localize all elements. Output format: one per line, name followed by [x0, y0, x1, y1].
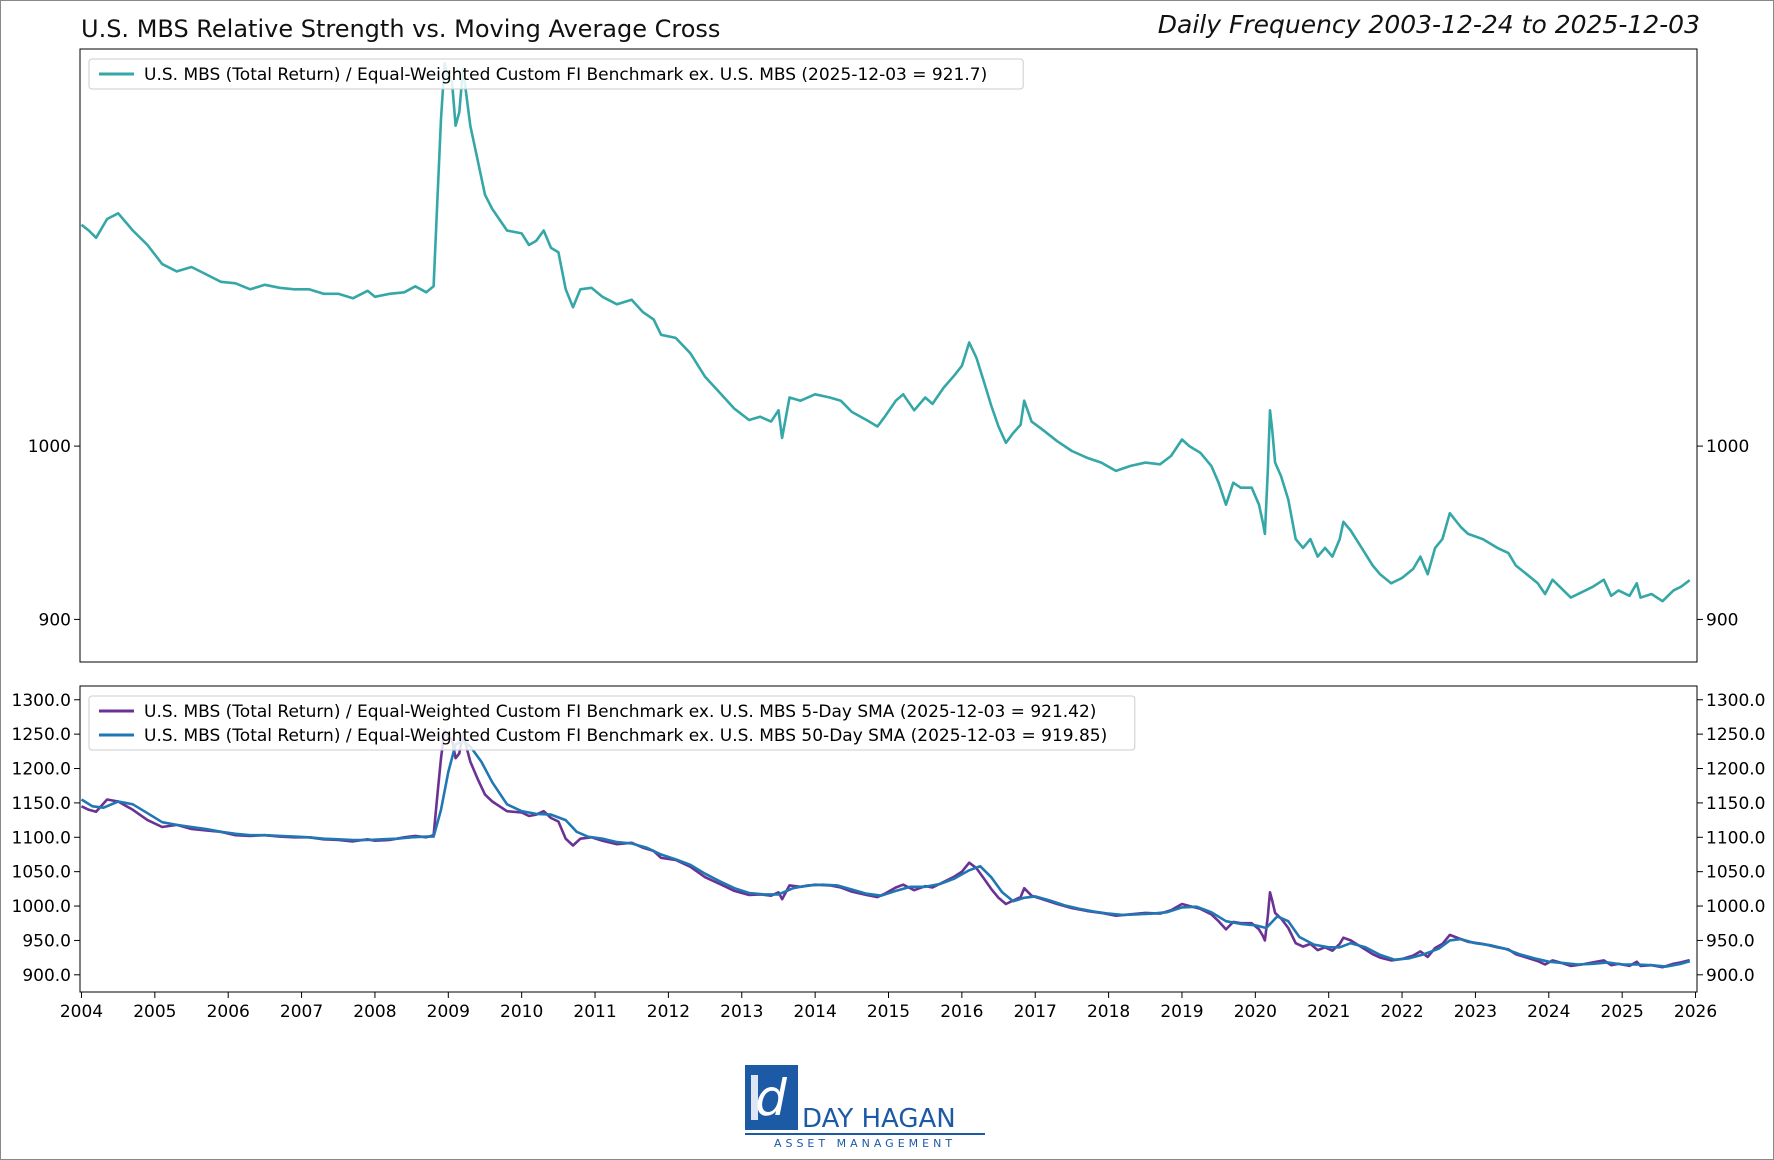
x-tick-label: 2023	[1454, 1002, 1497, 1022]
y-tick-label-right: 1150.0	[1706, 794, 1765, 814]
legend-relative-strength: U.S. MBS (Total Return) / Equal-Weighted…	[88, 58, 1024, 90]
x-tick-label: 2024	[1527, 1002, 1570, 1022]
y-tick-label-right: 1100.0	[1706, 828, 1765, 848]
panel-moving-average-cross: 900.0 900.0 950.0 950.0 1000.0 1000.0 1050.0 10…	[12, 685, 1765, 1022]
y-tick-label-right: 900	[1706, 610, 1738, 630]
x-tick-label: 2010	[500, 1002, 543, 1022]
y-tick-label-left: 1300.0	[12, 691, 71, 711]
y-tick-label-right: 900.0	[1706, 966, 1755, 986]
legend-label: U.S. MBS (Total Return) / Equal-Weighted…	[144, 702, 1096, 722]
y-tick-label-right: 1300.0	[1706, 691, 1765, 711]
legend-moving-average-cross: U.S. MBS (Total Return) / Equal-Weighted…	[88, 695, 1136, 751]
y-tick-label-left: 1050.0	[12, 863, 71, 883]
x-tick-label: 2014	[794, 1002, 837, 1022]
y-tick-label-left: 1200.0	[12, 760, 71, 780]
chart-subtitle: Daily Frequency 2003-12-24 to 2025-12-03	[1157, 10, 1700, 39]
y-tick-label-right: 1050.0	[1706, 863, 1765, 883]
x-tick-label: 2005	[133, 1002, 176, 1022]
y-tick-label-left: 1150.0	[12, 794, 71, 814]
logo-bottom-text: ASSET MANAGEMENT	[774, 1137, 956, 1150]
y-tick-label-right: 1000	[1706, 437, 1749, 457]
y-tick-label-left: 900	[39, 610, 71, 630]
y-tick-label-left: 900.0	[22, 966, 71, 986]
y-tick-label-left: 1000	[28, 437, 71, 457]
x-tick-label: 2008	[353, 1002, 396, 1022]
y-tick-label-right: 1000.0	[1706, 897, 1765, 917]
x-tick-label: 2019	[1160, 1002, 1203, 1022]
series-line-moving-average-cross-0	[80, 729, 1691, 969]
x-tick-label: 2025	[1601, 1002, 1644, 1022]
series-line-relative-strength-0	[80, 62, 1691, 603]
y-tick-label-left: 1100.0	[12, 828, 71, 848]
plot-area-relative-strength	[79, 48, 1698, 663]
x-tick-label: 2026	[1674, 1002, 1717, 1022]
x-tick-label: 2007	[280, 1002, 323, 1022]
legend-box	[88, 695, 1136, 751]
x-tick-label: 2011	[573, 1002, 616, 1022]
x-tick-label: 2020	[1234, 1002, 1277, 1022]
y-tick-label-left: 1000.0	[12, 897, 71, 917]
legend-label: U.S. MBS (Total Return) / Equal-Weighted…	[144, 65, 987, 85]
day-hagan-logo: d DAY HAGAN ASSET MANAGEMENT	[745, 1065, 985, 1150]
x-tick-label: 2016	[940, 1002, 983, 1022]
x-tick-label: 2018	[1087, 1002, 1130, 1022]
y-tick-label-left: 950.0	[22, 931, 71, 951]
legend-label: U.S. MBS (Total Return) / Equal-Weighted…	[144, 726, 1107, 746]
y-tick-label-right: 1200.0	[1706, 760, 1765, 780]
series-line-moving-average-cross-1	[80, 739, 1691, 968]
x-tick-label: 2013	[720, 1002, 763, 1022]
y-tick-label-left: 1250.0	[12, 725, 71, 745]
y-tick-label-right: 1250.0	[1706, 725, 1765, 745]
x-tick-label: 2021	[1307, 1002, 1350, 1022]
x-tick-label: 2012	[647, 1002, 690, 1022]
y-tick-label-right: 950.0	[1706, 931, 1755, 951]
panel-relative-strength: 900 900 1000 1000 U.S. MBS (Total Return) / …	[28, 48, 1749, 663]
svg-text:d: d	[755, 1069, 787, 1127]
x-tick-label: 2017	[1014, 1002, 1057, 1022]
x-tick-label: 2009	[427, 1002, 470, 1022]
x-tick-label: 2015	[867, 1002, 910, 1022]
legend-box	[88, 58, 1024, 90]
x-tick-label: 2006	[207, 1002, 250, 1022]
x-tick-label: 2004	[60, 1002, 103, 1022]
chart-title: U.S. MBS Relative Strength vs. Moving Av…	[81, 15, 721, 43]
logo-top-text: DAY HAGAN	[802, 1104, 956, 1134]
x-tick-label: 2022	[1380, 1002, 1423, 1022]
